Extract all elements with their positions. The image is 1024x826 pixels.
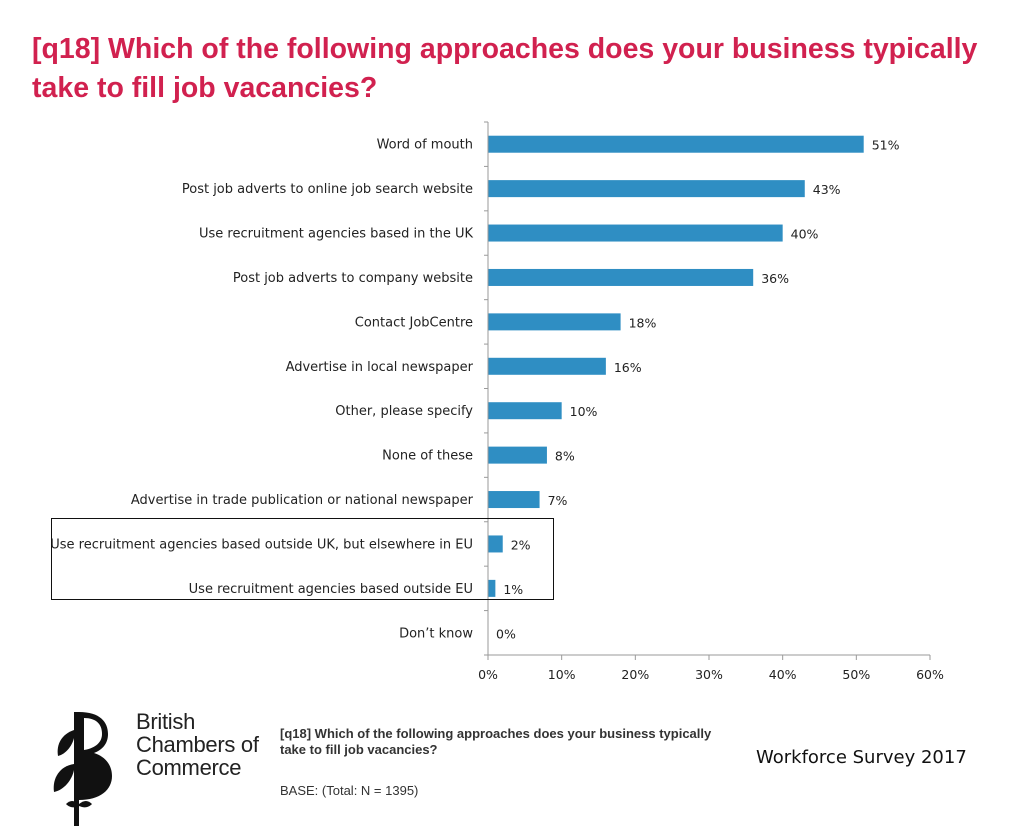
bar xyxy=(488,491,540,509)
category-label: Post job adverts to company website xyxy=(233,271,473,286)
value-label: 43% xyxy=(813,182,841,197)
value-label: 36% xyxy=(761,271,789,286)
value-label: 10% xyxy=(570,404,598,419)
x-tick-label: 10% xyxy=(548,667,576,682)
bar xyxy=(488,135,864,153)
value-label: 8% xyxy=(555,449,575,464)
value-label: 0% xyxy=(496,626,516,641)
value-label: 40% xyxy=(791,227,819,242)
bar xyxy=(488,535,503,553)
x-tick-label: 50% xyxy=(842,667,870,682)
value-label: 7% xyxy=(548,493,568,508)
value-label: 1% xyxy=(503,582,523,597)
bar xyxy=(488,402,562,420)
bar-chart: Word of mouth 51% Post job adverts to onli… xyxy=(50,121,944,682)
category-label: Don’t know xyxy=(399,626,473,641)
x-tick-label: 20% xyxy=(621,667,649,682)
bar xyxy=(488,224,783,242)
bar xyxy=(488,579,496,597)
x-tick-label: 60% xyxy=(916,667,944,682)
category-label: Contact JobCentre xyxy=(355,315,473,330)
x-tick-label: 40% xyxy=(769,667,797,682)
category-label: Advertise in trade publication or nation… xyxy=(131,493,474,508)
bar xyxy=(488,313,621,331)
axis-layer: 0% 10% 20% 30% 40% 50% 60% xyxy=(478,121,944,682)
bars-layer: Word of mouth 51% Post job adverts to onli… xyxy=(50,135,900,641)
value-label: 18% xyxy=(629,315,657,330)
highlight-box-outside-uk xyxy=(51,518,554,600)
value-label: 16% xyxy=(614,360,642,375)
category-label: None of these xyxy=(382,449,473,464)
survey-name: Workforce Survey 2017 xyxy=(756,747,967,768)
x-tick-label: 0% xyxy=(478,667,498,682)
category-label: Use recruitment agencies based outside U… xyxy=(50,537,473,552)
logo-wordmark: British Chambers of Commerce xyxy=(136,710,259,779)
bcc-logo xyxy=(53,712,112,826)
bar xyxy=(488,268,754,286)
category-label: Post job adverts to online job search we… xyxy=(182,182,473,197)
logo-line-1: British xyxy=(136,709,196,734)
value-label: 2% xyxy=(511,537,531,552)
logo-b-icon xyxy=(53,712,112,826)
bar xyxy=(488,446,547,464)
x-tick-label: 30% xyxy=(695,667,723,682)
logo-line-2: Chambers of xyxy=(136,732,259,757)
bar xyxy=(488,180,805,198)
footnote-base: BASE: (Total: N = 1395) xyxy=(280,783,419,798)
category-label: Advertise in local newspaper xyxy=(286,360,474,375)
category-label: Word of mouth xyxy=(377,138,473,153)
bar xyxy=(488,357,606,375)
category-label: Other, please specify xyxy=(335,404,473,419)
category-label: Use recruitment agencies based outside E… xyxy=(189,582,473,597)
footnote-question: [q18] Which of the following approaches … xyxy=(280,726,712,757)
logo-line-3: Commerce xyxy=(136,755,242,780)
category-label: Use recruitment agencies based in the UK xyxy=(199,227,474,242)
value-label: 51% xyxy=(872,138,900,153)
page-title: [q18] Which of the following approaches … xyxy=(32,33,978,104)
